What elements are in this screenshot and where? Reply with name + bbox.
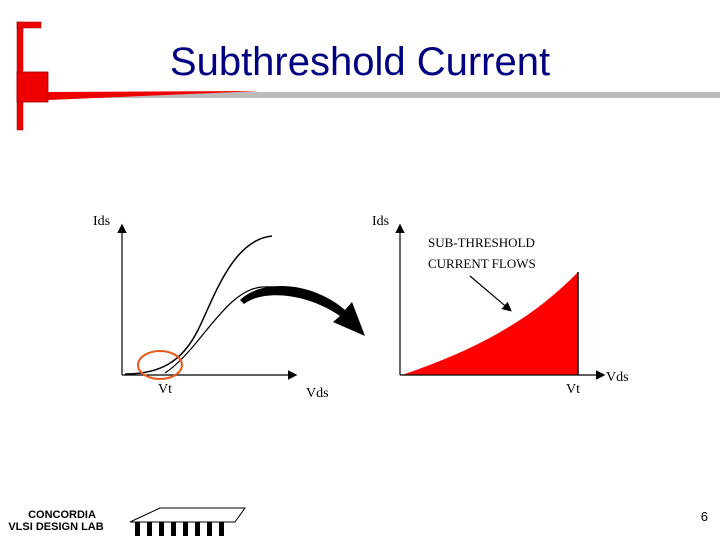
page-number: 6 [701,509,708,524]
annotation-line: CURRENT FLOWS [428,256,536,271]
logo-text: CONCORDIA [28,509,96,521]
y-axis-label: Ids [93,214,110,229]
marker-label: Vt [158,382,172,397]
x-axis-label: Vds [606,370,629,385]
annotation-line: SUB-THRESHOLD [428,235,535,250]
right-diagram: Ids SUB-THRESHOLD CURRENT FLOWS Vds Vt [372,214,629,397]
footer-logo: CONCORDIA VLSI DESIGN LAB [8,507,246,536]
left-diagram: Ids Vt Vds [93,214,365,401]
marker-label: Vt [566,382,580,397]
slide-title: Subthreshold Current [170,40,550,84]
logo-text: VLSI DESIGN LAB [8,521,103,533]
y-axis-label: Ids [372,214,389,229]
title-decoration [16,21,720,131]
x-axis-label: Vds [306,386,329,401]
